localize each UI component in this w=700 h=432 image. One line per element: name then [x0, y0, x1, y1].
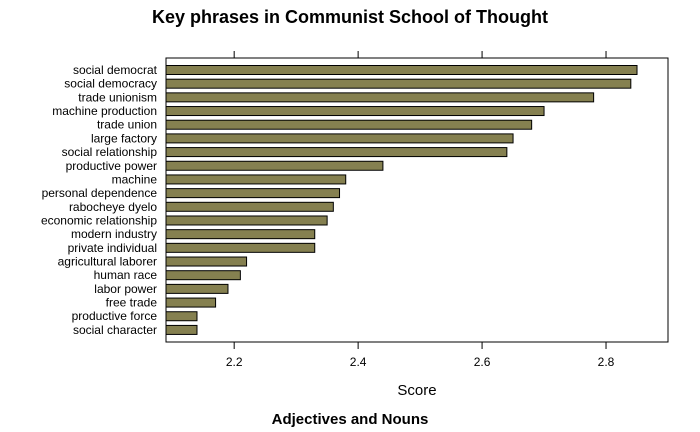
- bar: [165, 106, 545, 117]
- bar: [165, 324, 198, 335]
- x-axis-ticks: 2.2 2.4 2.6 2.8: [226, 51, 615, 369]
- category-label: social relationship: [62, 145, 158, 159]
- bar: [165, 65, 638, 75]
- category-label: free trade: [106, 296, 158, 310]
- category-label: machine production: [52, 104, 157, 118]
- bar: [165, 133, 514, 144]
- category-label: private individual: [68, 241, 157, 255]
- category-label: agricultural laborer: [58, 255, 157, 269]
- bar: [165, 229, 316, 240]
- category-label: social democracy: [64, 77, 157, 91]
- bar: [165, 174, 347, 185]
- category-label: productive power: [66, 159, 157, 173]
- bar: [165, 297, 217, 308]
- category-label: social democrat: [73, 63, 158, 77]
- category-label: human race: [94, 268, 158, 282]
- category-label: trade union: [97, 118, 157, 132]
- bar: [165, 242, 316, 253]
- tick-label: 2.6: [474, 355, 491, 369]
- tick-label: 2.8: [598, 355, 615, 369]
- bar: [165, 283, 229, 294]
- bar: [165, 256, 248, 267]
- category-label: social character: [73, 323, 157, 337]
- category-label: rabocheye dyelo: [69, 200, 157, 214]
- bar: [165, 311, 198, 322]
- category-label: productive force: [72, 309, 158, 323]
- bar: [165, 119, 533, 130]
- bar: [165, 78, 632, 89]
- category-label: machine: [112, 172, 158, 186]
- category-label: modern industry: [71, 227, 157, 241]
- category-label: large factory: [91, 131, 157, 145]
- tick-label: 2.4: [350, 355, 367, 369]
- category-label: personal dependence: [42, 186, 158, 200]
- category-label: economic relationship: [41, 213, 157, 227]
- bar: [165, 270, 241, 281]
- bar: [165, 188, 341, 199]
- bar: [165, 201, 334, 212]
- x-axis-title: Score: [397, 382, 436, 399]
- bar: [165, 92, 595, 103]
- plot-frame: [165, 57, 669, 343]
- bar: [165, 215, 328, 226]
- chart-title: Key phrases in Communist School of Thoug…: [152, 7, 548, 27]
- bars-group: [165, 65, 638, 335]
- footer-label: Adjectives and Nouns: [272, 411, 429, 428]
- category-label: trade unionism: [78, 90, 157, 104]
- bar: [165, 160, 384, 171]
- tick-label: 2.2: [226, 355, 243, 369]
- bar: [165, 147, 508, 158]
- category-label: labor power: [94, 282, 157, 296]
